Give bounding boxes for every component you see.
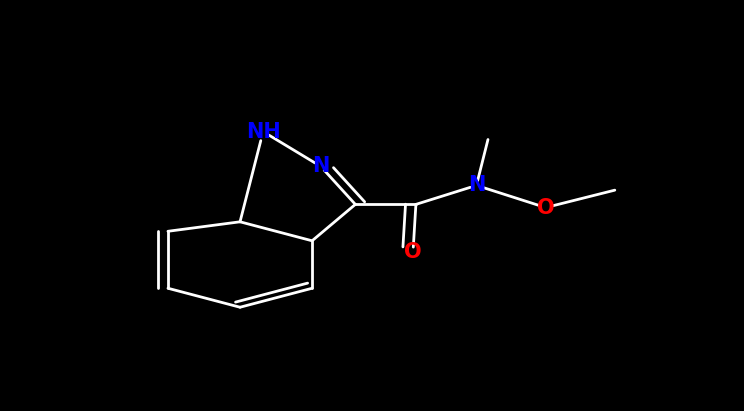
Text: N: N	[468, 175, 485, 195]
Text: O: O	[537, 198, 554, 217]
Text: N: N	[312, 157, 330, 176]
Text: NH: NH	[246, 122, 280, 142]
Text: O: O	[404, 242, 422, 262]
